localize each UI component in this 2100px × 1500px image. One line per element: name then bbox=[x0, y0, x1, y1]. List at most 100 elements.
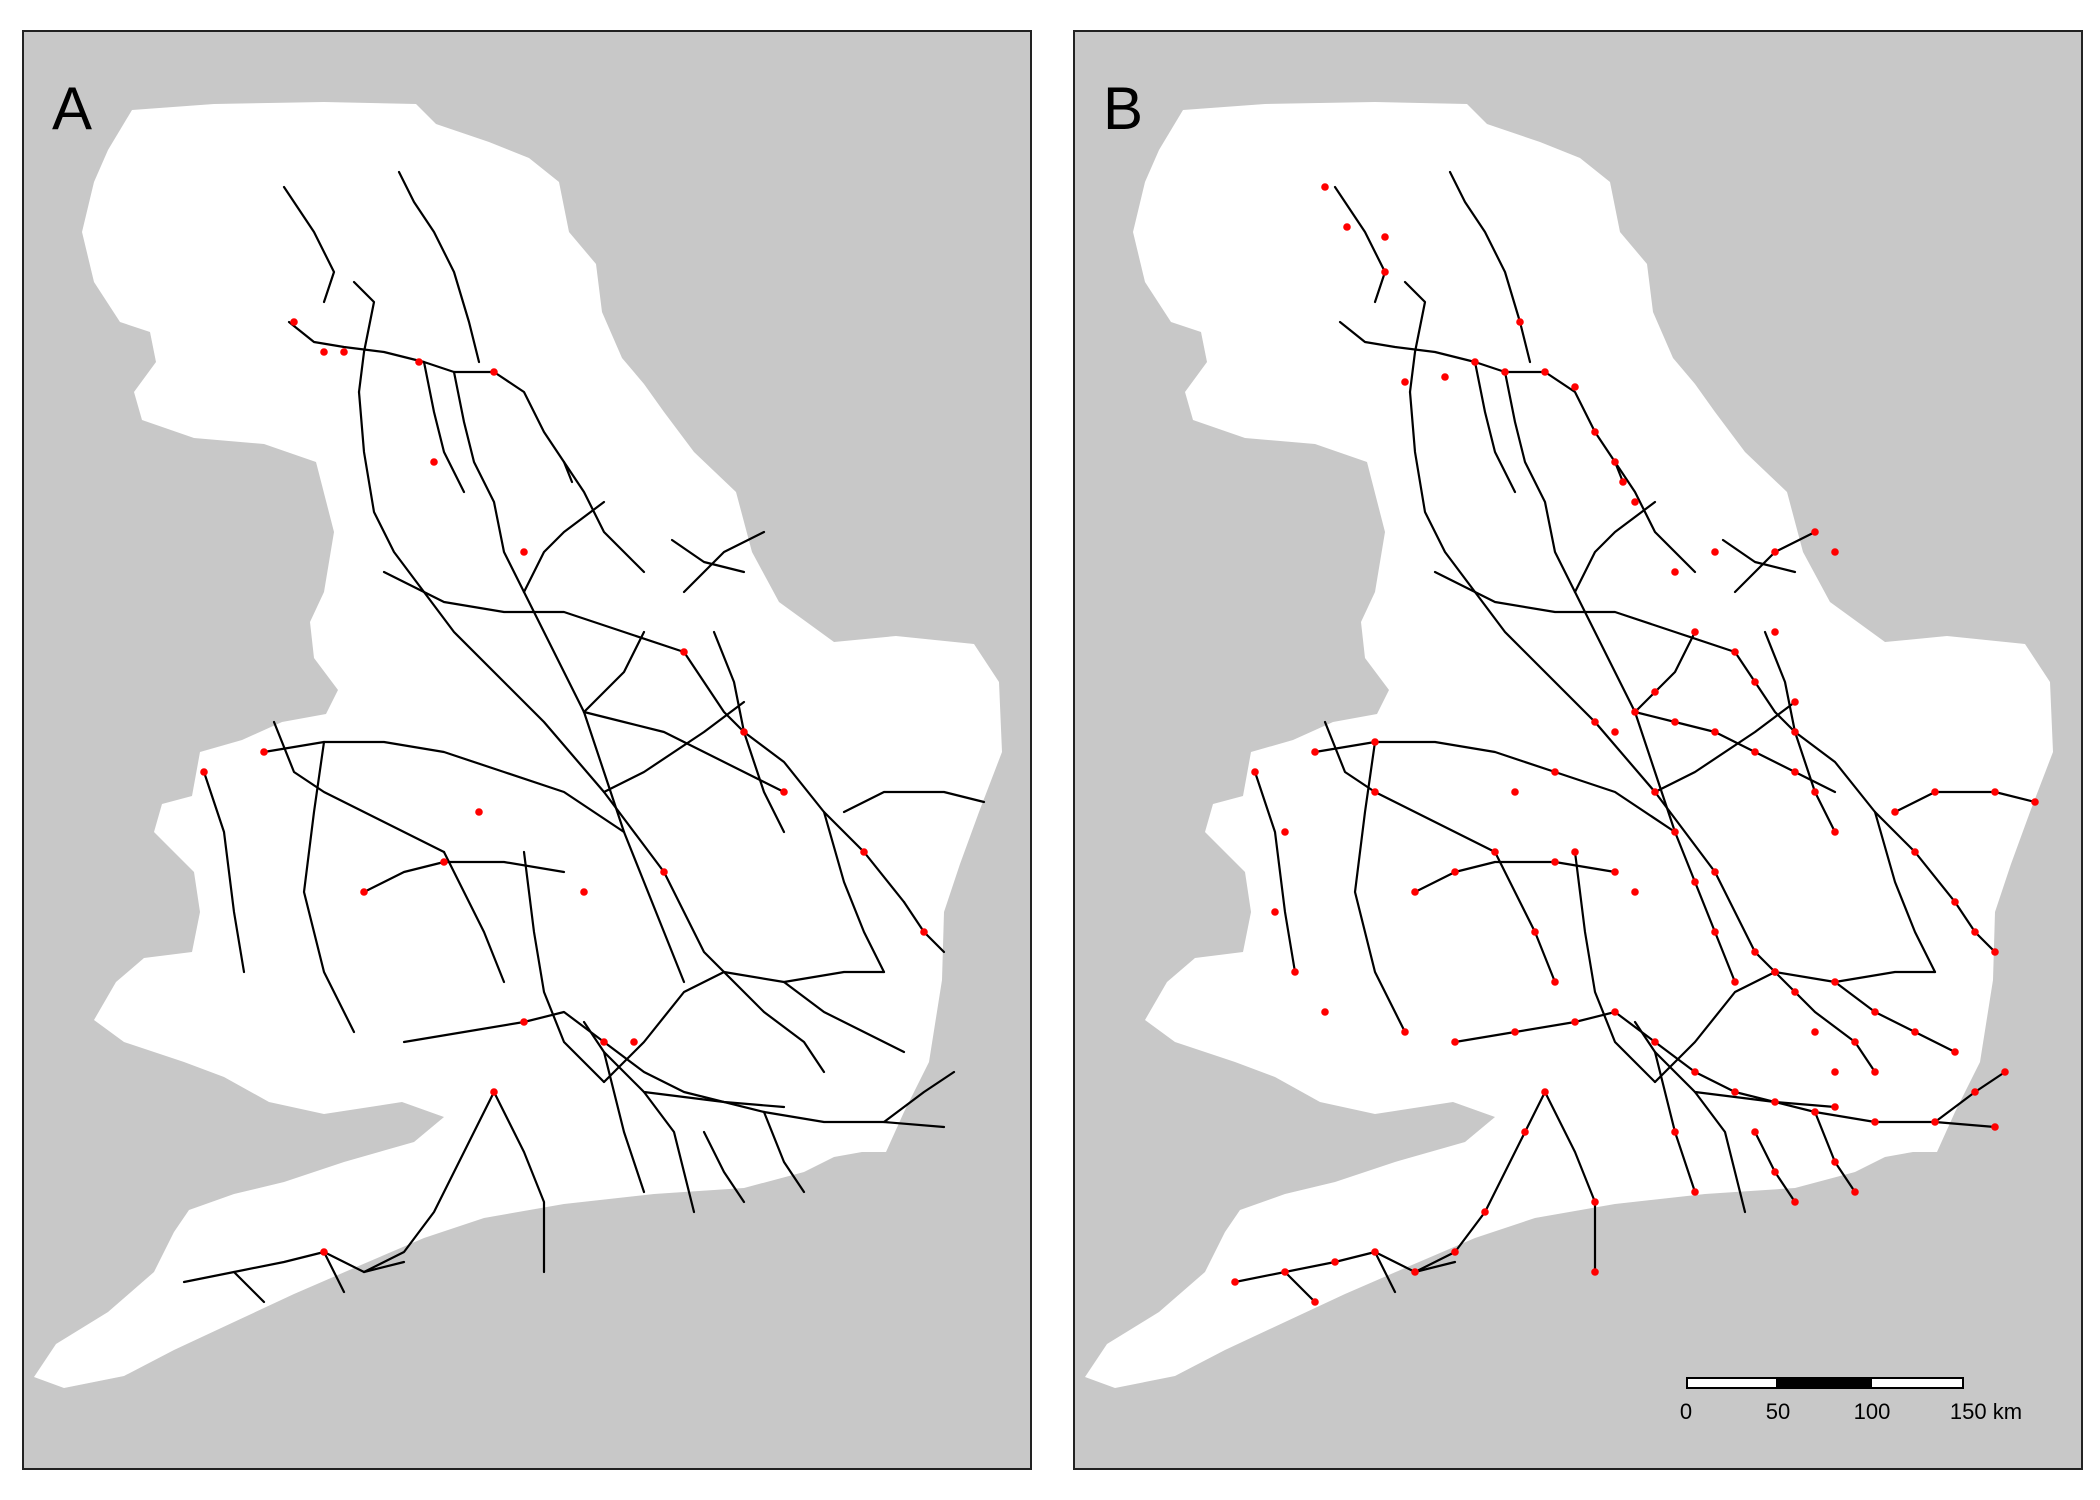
station-marker bbox=[360, 888, 368, 896]
station-marker bbox=[1441, 373, 1449, 381]
station-marker bbox=[1371, 1248, 1379, 1256]
panel-label-b: B bbox=[1103, 75, 1144, 142]
station-marker bbox=[1711, 728, 1719, 736]
railway-line bbox=[1433, 570, 1737, 654]
railway-line bbox=[602, 1050, 646, 1194]
railway-line bbox=[1893, 790, 2037, 814]
station-marker bbox=[340, 348, 348, 356]
station-marker bbox=[1521, 1128, 1529, 1136]
railway-line bbox=[1473, 360, 1517, 494]
station-marker bbox=[1591, 1268, 1599, 1276]
railway-line bbox=[642, 1090, 696, 1214]
station-marker bbox=[2001, 1068, 2009, 1076]
station-marker bbox=[520, 1018, 528, 1026]
station-marker bbox=[1281, 828, 1289, 836]
station-marker bbox=[1591, 1198, 1599, 1206]
railway-line bbox=[1633, 710, 1737, 984]
station-marker bbox=[1971, 1088, 1979, 1096]
station-marker bbox=[1531, 928, 1539, 936]
station-marker bbox=[1631, 708, 1639, 716]
railway-line bbox=[422, 590, 666, 874]
station-marker bbox=[630, 1038, 638, 1046]
station-marker bbox=[1571, 848, 1579, 856]
railway-line bbox=[1373, 1250, 1397, 1294]
station-marker bbox=[1411, 888, 1419, 896]
scale-tick-label: 150 km bbox=[1949, 1399, 2023, 1424]
railway-line bbox=[782, 980, 906, 1054]
station-marker bbox=[1791, 728, 1799, 736]
railway-line bbox=[1573, 500, 1657, 594]
station-marker bbox=[1381, 233, 1389, 241]
station-marker bbox=[1411, 1268, 1419, 1276]
railway-line bbox=[1253, 770, 1297, 974]
station-marker bbox=[1791, 1198, 1799, 1206]
railway-line bbox=[1403, 280, 1427, 394]
station-marker bbox=[1851, 1038, 1859, 1046]
railway-line bbox=[492, 370, 574, 484]
panel-label-a: A bbox=[52, 75, 93, 142]
station-marker bbox=[1831, 1158, 1839, 1166]
station-marker bbox=[1671, 828, 1679, 836]
station-marker bbox=[1451, 1248, 1459, 1256]
railway-line bbox=[562, 460, 646, 574]
station-marker bbox=[1281, 1268, 1289, 1276]
railway-line bbox=[352, 280, 376, 394]
station-marker bbox=[1791, 768, 1799, 776]
railway-line bbox=[202, 770, 246, 974]
station-marker bbox=[1551, 768, 1559, 776]
station-marker bbox=[920, 928, 928, 936]
railway-line bbox=[682, 530, 766, 594]
station-marker bbox=[740, 728, 748, 736]
scale-bar: 0 50 100 150 km bbox=[1680, 1377, 2086, 1447]
station-marker bbox=[290, 318, 298, 326]
station-markers-a bbox=[200, 318, 928, 1256]
station-markers-b bbox=[1231, 183, 2039, 1306]
railway-line bbox=[682, 650, 746, 734]
railway-line bbox=[1408, 390, 1477, 594]
railway-line bbox=[762, 1110, 806, 1194]
railway-line bbox=[1633, 630, 1697, 714]
railway-line bbox=[442, 850, 506, 984]
scale-tick-label: 50 bbox=[1765, 1399, 1791, 1424]
station-marker bbox=[1731, 648, 1739, 656]
station-marker bbox=[1751, 1128, 1759, 1136]
station-marker bbox=[1631, 498, 1639, 506]
station-marker bbox=[1871, 1068, 1879, 1076]
station-marker bbox=[1611, 728, 1619, 736]
station-marker bbox=[475, 808, 483, 816]
railway-line bbox=[582, 710, 786, 794]
station-marker bbox=[1691, 878, 1699, 886]
station-marker bbox=[1691, 1188, 1699, 1196]
station-marker bbox=[1451, 1038, 1459, 1046]
railway-line bbox=[1713, 870, 1777, 974]
railway-line bbox=[272, 720, 446, 854]
station-marker bbox=[490, 368, 498, 376]
station-marker bbox=[1811, 1108, 1819, 1116]
map-panel-b: B bbox=[1073, 30, 2083, 1470]
station-marker bbox=[1811, 528, 1819, 536]
station-marker bbox=[1671, 568, 1679, 576]
railway-line bbox=[1333, 185, 1387, 304]
railway-line bbox=[762, 1110, 946, 1129]
station-marker bbox=[1371, 738, 1379, 746]
station-marker bbox=[1751, 678, 1759, 686]
station-marker bbox=[1911, 1028, 1919, 1036]
station-marker bbox=[1611, 458, 1619, 466]
station-marker bbox=[1511, 1028, 1519, 1036]
station-marker bbox=[860, 848, 868, 856]
station-marker bbox=[1331, 1258, 1339, 1266]
station-marker bbox=[1511, 788, 1519, 796]
railway-line bbox=[1473, 590, 1717, 874]
railway-line bbox=[1693, 1090, 1747, 1214]
railway-line bbox=[1873, 810, 1937, 974]
land-area bbox=[34, 102, 1002, 1388]
station-marker bbox=[1311, 748, 1319, 756]
station-marker bbox=[1771, 1098, 1779, 1106]
station-marker bbox=[1251, 768, 1259, 776]
station-marker bbox=[1471, 358, 1479, 366]
station-marker bbox=[1871, 1118, 1879, 1126]
station-marker bbox=[1711, 868, 1719, 876]
railway-line bbox=[842, 790, 986, 814]
station-marker bbox=[1911, 848, 1919, 856]
station-marker bbox=[1831, 1103, 1839, 1111]
